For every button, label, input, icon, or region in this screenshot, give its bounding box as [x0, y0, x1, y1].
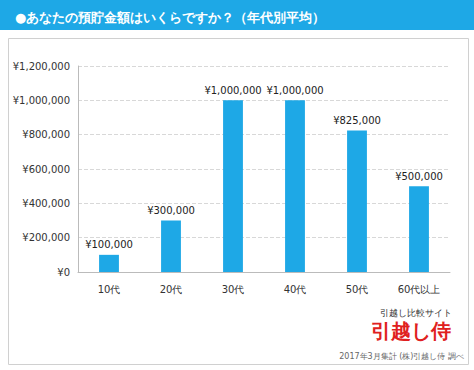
svg-text:¥1,000,000: ¥1,000,000	[266, 85, 323, 96]
svg-text:¥600,000: ¥600,000	[22, 164, 70, 175]
svg-text:¥300,000: ¥300,000	[147, 205, 195, 216]
svg-text:40代: 40代	[284, 284, 307, 295]
svg-text:60代以上: 60代以上	[398, 284, 441, 295]
svg-text:引越し侍: 引越し侍	[371, 319, 451, 343]
svg-text:引越し比較サイト: 引越し比較サイト	[380, 308, 452, 318]
svg-text:¥1,000,000: ¥1,000,000	[13, 95, 70, 106]
svg-text:¥500,000: ¥500,000	[395, 171, 443, 182]
svg-text:50代: 50代	[346, 284, 369, 295]
svg-text:¥200,000: ¥200,000	[22, 232, 70, 243]
svg-text:¥1,200,000: ¥1,200,000	[13, 61, 70, 72]
svg-text:¥800,000: ¥800,000	[22, 129, 70, 140]
svg-text:2017年3月集計 (株)引越し侍 調べ: 2017年3月集計 (株)引越し侍 調べ	[339, 352, 464, 361]
svg-text:●あなたの預貯金額はいくらですか？（年代別平均）: ●あなたの預貯金額はいくらですか？（年代別平均）	[15, 10, 325, 25]
svg-text:¥400,000: ¥400,000	[22, 198, 70, 209]
svg-text:¥100,000: ¥100,000	[85, 239, 133, 250]
svg-text:¥1,000,000: ¥1,000,000	[204, 85, 261, 96]
svg-text:¥825,000: ¥825,000	[333, 115, 381, 126]
svg-text:30代: 30代	[222, 284, 245, 295]
svg-text:20代: 20代	[160, 284, 183, 295]
svg-text:10代: 10代	[98, 284, 121, 295]
svg-text:¥0: ¥0	[57, 267, 70, 278]
